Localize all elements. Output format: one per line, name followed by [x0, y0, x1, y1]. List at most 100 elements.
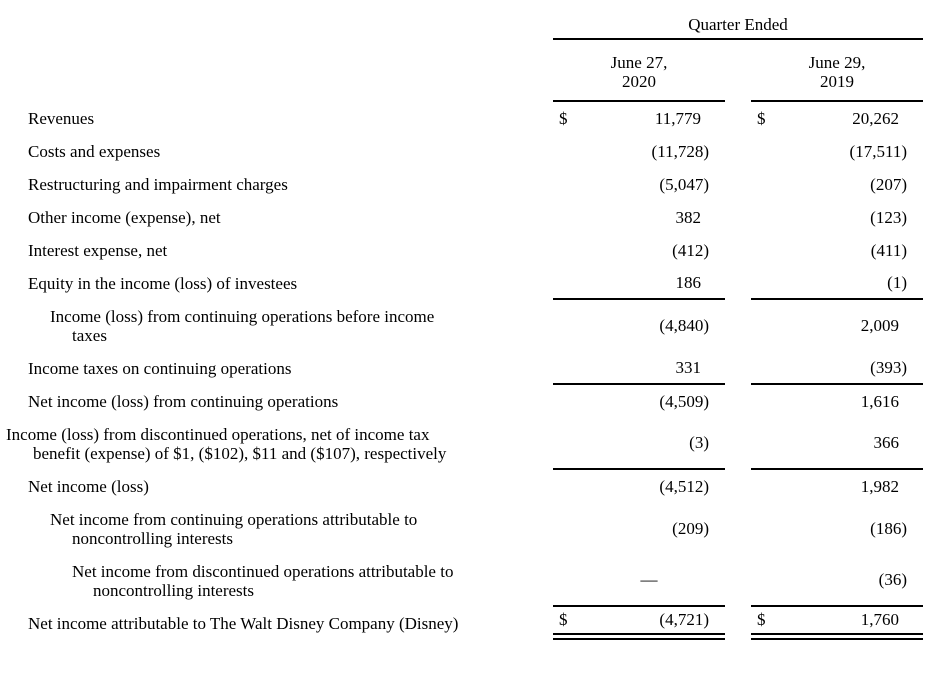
value-cell-2019: (36)	[751, 555, 923, 607]
value-2019: (411)	[870, 240, 907, 260]
quarter-ended-header: Quarter Ended	[553, 14, 923, 40]
row-label: Income (loss) from continuing operations…	[0, 300, 553, 352]
column-gap	[725, 168, 751, 201]
table-header-row: Quarter Ended	[0, 14, 923, 40]
value-cell-2019: (17,511)	[751, 135, 923, 168]
dollar-sign: $	[559, 610, 568, 629]
row-label: Net income attributable to The Walt Disn…	[0, 607, 553, 640]
value-2019: 1,616	[860, 391, 899, 411]
value-2019: (1)	[887, 272, 907, 292]
row-label-line: Costs and expenses	[28, 142, 161, 161]
row-label: Net income (loss) from continuing operat…	[0, 385, 553, 418]
value-cell-2020: $ (4,721)	[553, 607, 725, 640]
table-subheader-row: June 27, 2020 June 29, 2019	[0, 40, 923, 102]
value-2020: 331	[675, 357, 702, 377]
table-row: Net income from continuing operations at…	[0, 503, 923, 555]
column-gap	[725, 607, 751, 640]
value-2020: (11,728)	[651, 141, 709, 161]
column-gap	[725, 352, 751, 385]
table-row: Income (loss) from continuing operations…	[0, 300, 923, 352]
value-2020: —	[640, 570, 658, 589]
value-2019: 1,982	[860, 476, 899, 496]
table-row: Other income (expense), net 382 (123)	[0, 201, 923, 234]
value-cell-2019: (1)	[751, 267, 923, 300]
column-header-2019-line1: June 29,	[808, 53, 866, 72]
value-cell-2020: $ 11,779	[553, 102, 725, 135]
value-2019: (207)	[870, 174, 907, 194]
row-label-line: Net income from discontinued operations …	[72, 562, 454, 581]
column-gap	[725, 102, 751, 135]
value-cell-2020: (11,728)	[553, 135, 725, 168]
column-gap	[725, 234, 751, 267]
value-cell-2019: 1,982	[751, 470, 923, 503]
value-cell-2020: (4,512)	[553, 470, 725, 503]
row-label-line: Net income (loss) from continuing operat…	[28, 392, 339, 411]
table-row: Equity in the income (loss) of investees…	[0, 267, 923, 300]
table-row: Income (loss) from discontinued operatio…	[0, 418, 923, 470]
column-header-2020: June 27, 2020	[553, 40, 725, 102]
value-2020: (3)	[689, 433, 709, 452]
value-2020: 382	[675, 207, 702, 227]
row-label: Net income from continuing operations at…	[0, 503, 553, 555]
column-header-2020-line2: 2020	[622, 72, 656, 91]
value-cell-2019: 366	[751, 418, 923, 470]
row-label-line: taxes	[72, 326, 107, 345]
value-2019: (393)	[870, 357, 907, 377]
row-label-line: benefit (expense) of $1, ($102), $11 and…	[33, 444, 447, 463]
table-row: Revenues $ 11,779 $ 20,262	[0, 102, 923, 135]
table-row: Interest expense, net (412) (411)	[0, 234, 923, 267]
value-2020: (4,721)	[659, 610, 709, 629]
value-cell-2020: 186	[553, 267, 725, 300]
value-2020: (4,512)	[659, 476, 709, 496]
value-cell-2020: 331	[553, 352, 725, 385]
value-cell-2020: (209)	[553, 503, 725, 555]
label-column-spacer	[0, 40, 553, 102]
row-label-line: Interest expense, net	[28, 241, 168, 260]
row-label: Other income (expense), net	[0, 201, 553, 234]
table-row: Net income (loss) (4,512) 1,982	[0, 470, 923, 503]
value-2020: (209)	[672, 519, 709, 538]
row-label-line: Income (loss) from discontinued operatio…	[6, 425, 430, 444]
row-label-line: noncontrolling interests	[72, 529, 234, 548]
column-gap	[725, 503, 751, 555]
value-cell-2019: (186)	[751, 503, 923, 555]
column-header-2020-line1: June 27,	[610, 53, 668, 72]
value-2019: (36)	[878, 570, 907, 589]
dollar-sign: $	[559, 108, 568, 128]
table-row: Restructuring and impairment charges (5,…	[0, 168, 923, 201]
row-label-line: Net income from continuing operations at…	[50, 510, 418, 529]
value-cell-2019: 1,616	[751, 385, 923, 418]
value-cell-2020: (412)	[553, 234, 725, 267]
value-2019: 2,009	[860, 316, 899, 335]
column-gap	[725, 385, 751, 418]
column-gap	[725, 555, 751, 607]
value-2019: 366	[873, 433, 900, 452]
label-column-spacer	[0, 14, 553, 40]
row-label: Net income from discontinued operations …	[0, 555, 553, 607]
value-2019: 1,760	[860, 610, 899, 629]
row-label-line: Income (loss) from continuing operations…	[50, 307, 435, 326]
column-gap	[725, 40, 751, 102]
dollar-sign: $	[757, 610, 766, 629]
row-label: Restructuring and impairment charges	[0, 168, 553, 201]
dollar-sign: $	[757, 108, 766, 128]
row-label: Equity in the income (loss) of investees	[0, 267, 553, 300]
column-gap	[725, 470, 751, 503]
column-gap	[725, 135, 751, 168]
value-cell-2019: $ 1,760	[751, 607, 923, 640]
value-cell-2019: (123)	[751, 201, 923, 234]
table-row: Net income from discontinued operations …	[0, 555, 923, 607]
value-2020: (412)	[672, 240, 709, 260]
row-label: Income (loss) from discontinued operatio…	[0, 418, 553, 470]
value-cell-2020: (4,509)	[553, 385, 725, 418]
row-label-line: noncontrolling interests	[93, 581, 255, 600]
column-gap	[725, 418, 751, 470]
value-cell-2020: (3)	[553, 418, 725, 470]
value-2020: (4,840)	[659, 316, 709, 335]
value-cell-2019: 2,009	[751, 300, 923, 352]
column-gap	[725, 201, 751, 234]
income-statement-table: Quarter Ended June 27, 2020 June 29, 201…	[0, 14, 923, 640]
column-gap	[725, 300, 751, 352]
row-label: Income taxes on continuing operations	[0, 352, 553, 385]
value-cell-2020: (4,840)	[553, 300, 725, 352]
